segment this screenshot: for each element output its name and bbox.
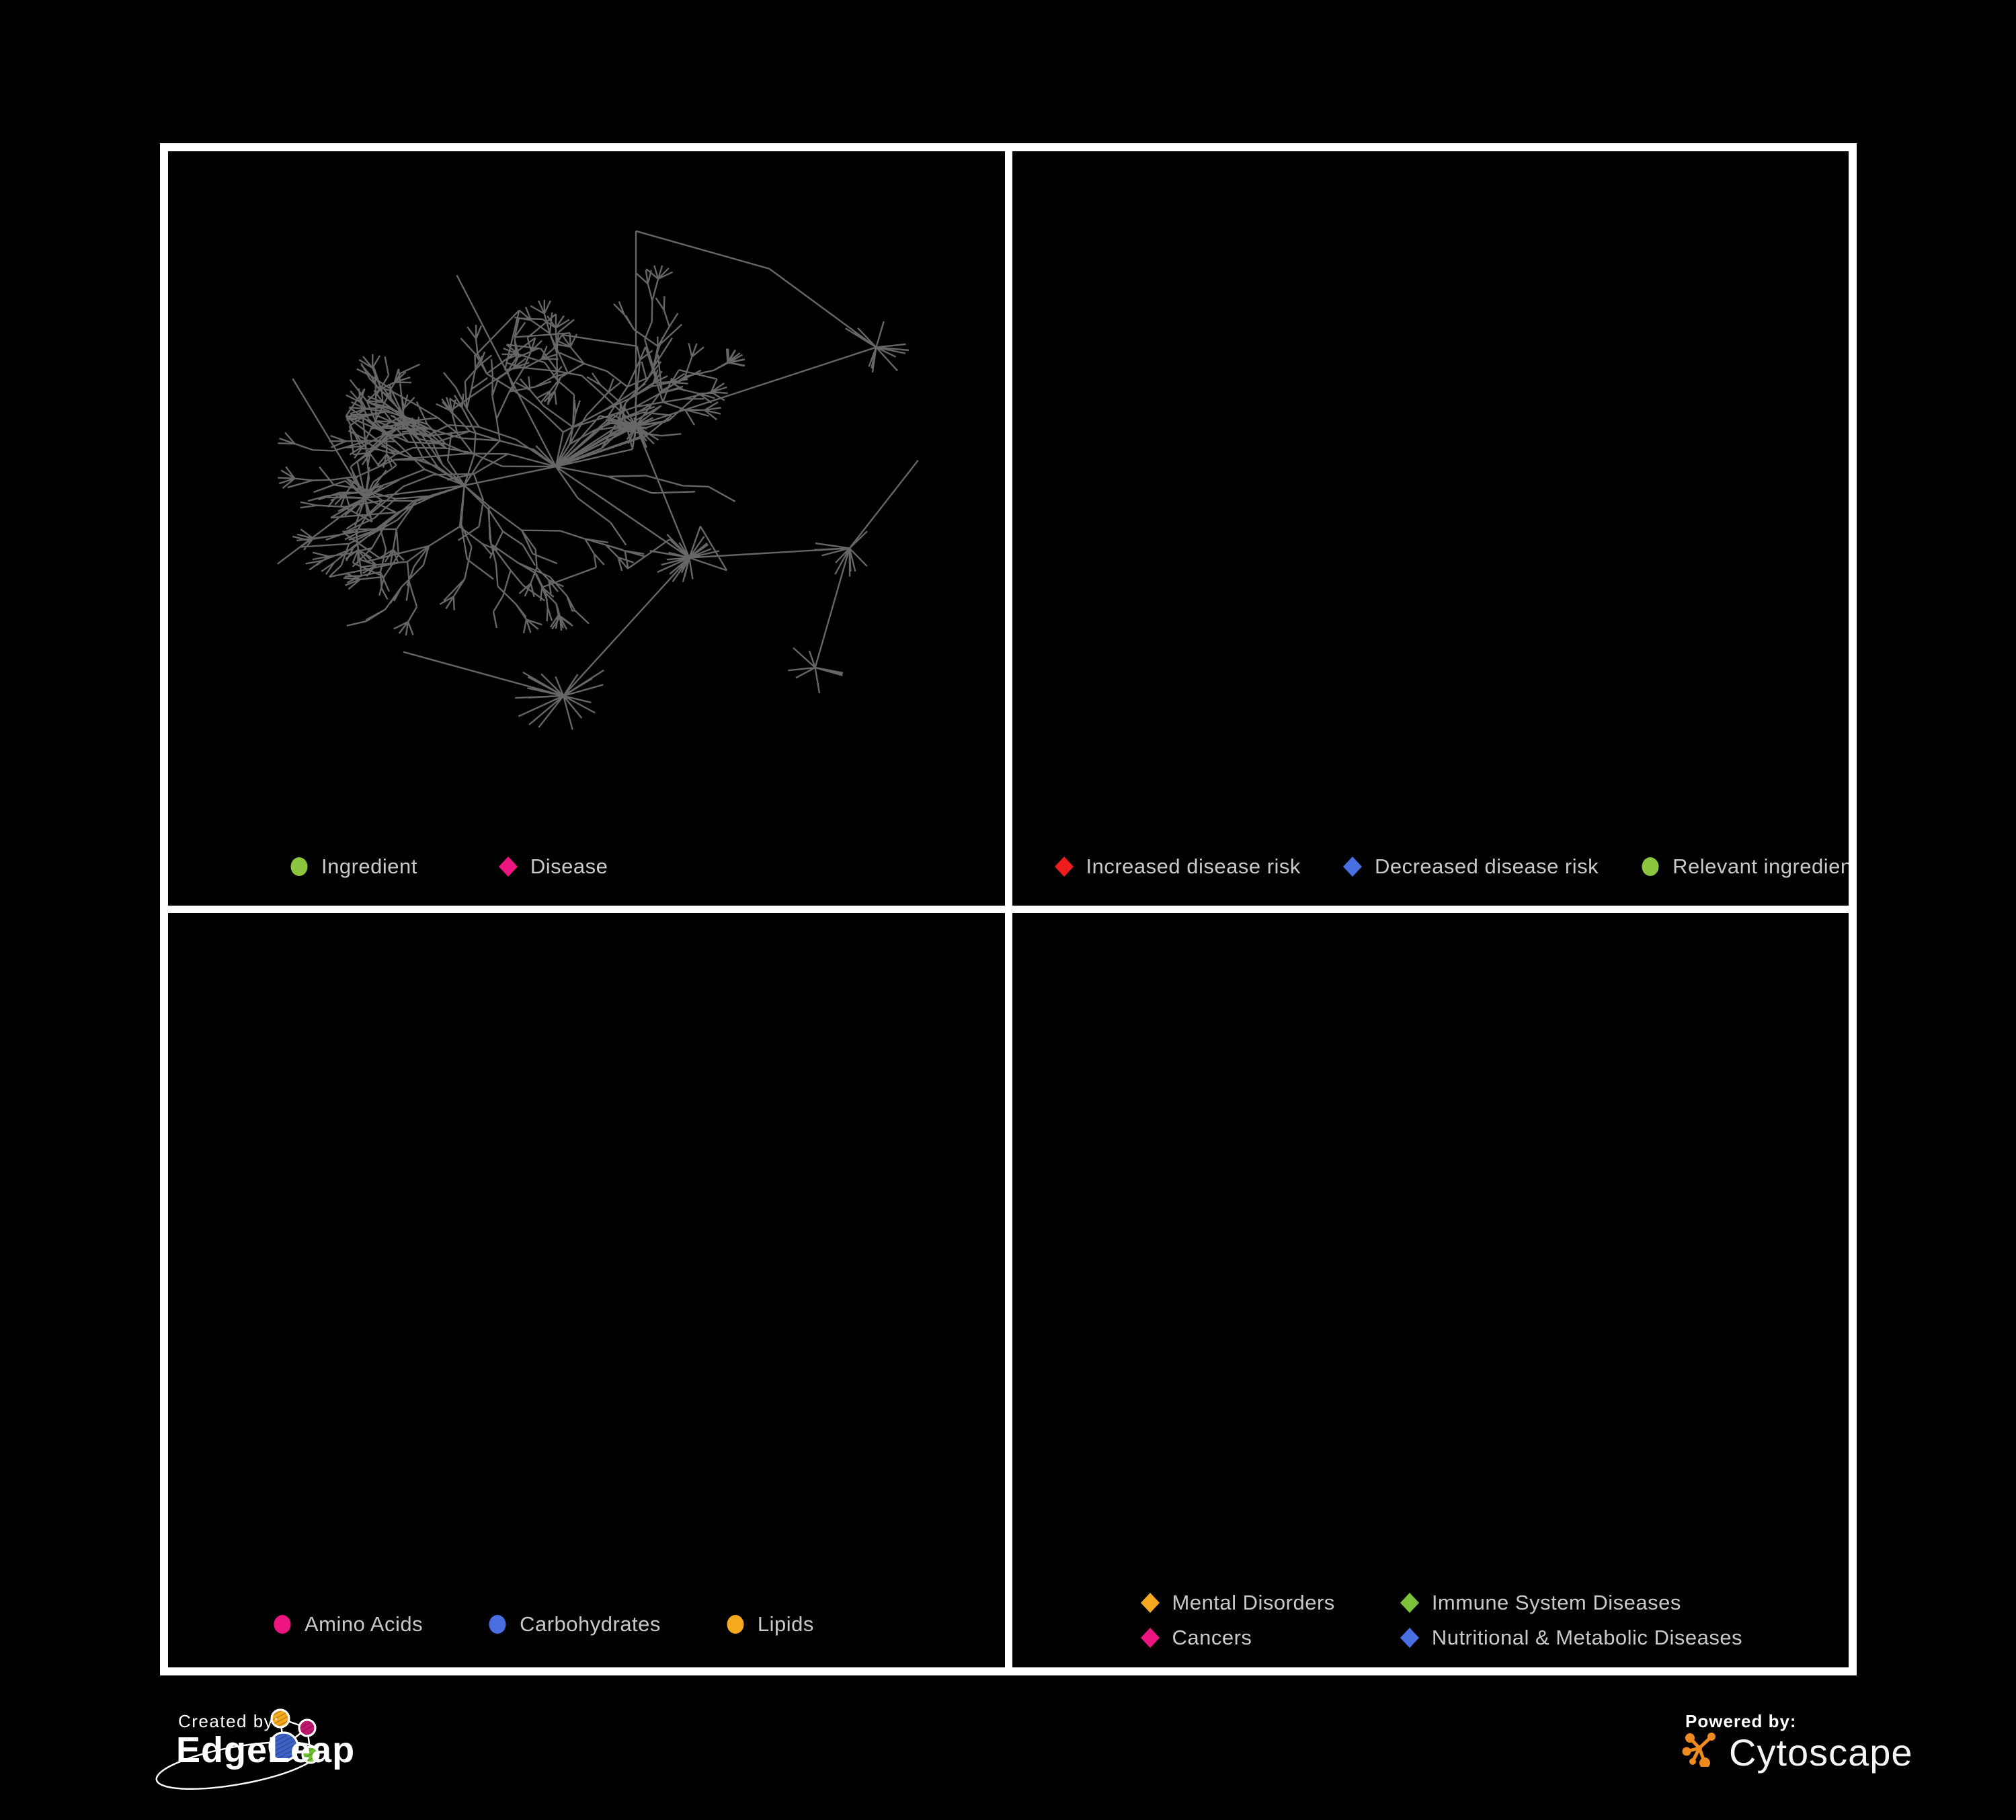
legend-label: Cancers — [1172, 1626, 1252, 1649]
panel-ingredient-disease: Ingredient Disease — [168, 151, 1005, 906]
legend-label: Relevant ingredient — [1672, 855, 1849, 878]
legend-label: Disease — [530, 855, 608, 878]
panel-disease-category: Mental Disorders Immune System Diseases Ca… — [1012, 913, 1849, 1667]
panel-nutrient-class: Amino Acids Carbohydrates Lipids — [168, 913, 1005, 1667]
created-by-label: Created by: — [178, 1711, 280, 1731]
circle-marker-icon — [727, 1615, 744, 1634]
legend-label: Immune System Diseases — [1431, 1591, 1681, 1614]
diamond-marker-icon — [498, 857, 518, 877]
diamond-marker-icon — [1400, 1628, 1419, 1648]
legend-item: Amino Acids — [272, 1612, 423, 1636]
legend-label: Amino Acids — [305, 1612, 424, 1636]
network-graph-ingredient-disease — [277, 230, 919, 730]
edges-layer — [277, 230, 919, 730]
legend-item: Mental Disorders — [1140, 1591, 1335, 1615]
legend-disease-category: Mental Disorders Immune System Diseases Ca… — [1140, 1591, 1743, 1650]
legend-label: Lipids — [757, 1612, 814, 1636]
edgeleap-logo-icon — [155, 1708, 320, 1790]
network-graph-nutrient-class — [168, 913, 1005, 1667]
legend-item: Lipids — [725, 1612, 814, 1636]
circle-marker-icon — [274, 1615, 291, 1634]
edgeleap-wordmark: EdgeLeap — [176, 1730, 356, 1770]
circle-marker-icon — [290, 857, 308, 876]
legend-item: Ingredient — [289, 855, 417, 879]
cytoscape-logo-icon — [1682, 1733, 1716, 1767]
diamond-marker-icon — [1400, 1593, 1419, 1613]
logo-nodes — [268, 1708, 320, 1764]
legend-nutrient-class: Amino Acids Carbohydrates Lipids — [272, 1612, 814, 1636]
panel-grid: Ingredient Disease Increased disease risk… — [160, 143, 1857, 1675]
legend-item: Carbohydrates — [487, 1612, 661, 1636]
legend-item: Nutritional & Metabolic Diseases — [1400, 1626, 1742, 1650]
network-graph-disease-risk — [1012, 151, 1849, 906]
legend-ingredient-disease: Ingredient Disease — [289, 855, 608, 879]
circle-marker-icon — [1642, 857, 1659, 876]
diamond-marker-icon — [1140, 1628, 1160, 1648]
powered-by-label: Powered by: — [1685, 1711, 1797, 1731]
legend-label: Mental Disorders — [1172, 1591, 1335, 1614]
diamond-marker-icon — [1342, 857, 1362, 877]
legend-item: Decreased disease risk — [1342, 855, 1599, 879]
legend-item: Disease — [498, 855, 608, 879]
legend-label: Nutritional & Metabolic Diseases — [1431, 1626, 1743, 1649]
network-graph-disease-category — [1012, 913, 1849, 1667]
legend-label: Carbohydrates — [520, 1612, 661, 1636]
panel-disease-risk: Increased disease risk Decreased disease … — [1012, 151, 1849, 906]
circle-marker-icon — [489, 1615, 506, 1634]
legend-item: Immune System Diseases — [1400, 1591, 1742, 1615]
legend-item: Relevant ingredient — [1640, 855, 1849, 879]
legend-label: Ingredient — [321, 855, 417, 878]
legend-disease-risk: Increased disease risk Decreased disease … — [1054, 855, 1849, 879]
legend-label: Decreased disease risk — [1374, 855, 1599, 878]
legend-item: Increased disease risk — [1054, 855, 1301, 879]
cytoscape-wordmark: Cytoscape — [1729, 1731, 1913, 1774]
diamond-marker-icon — [1054, 857, 1074, 877]
legend-label: Increased disease risk — [1086, 855, 1301, 878]
diamond-marker-icon — [1140, 1593, 1160, 1613]
legend-item: Cancers — [1140, 1626, 1335, 1650]
